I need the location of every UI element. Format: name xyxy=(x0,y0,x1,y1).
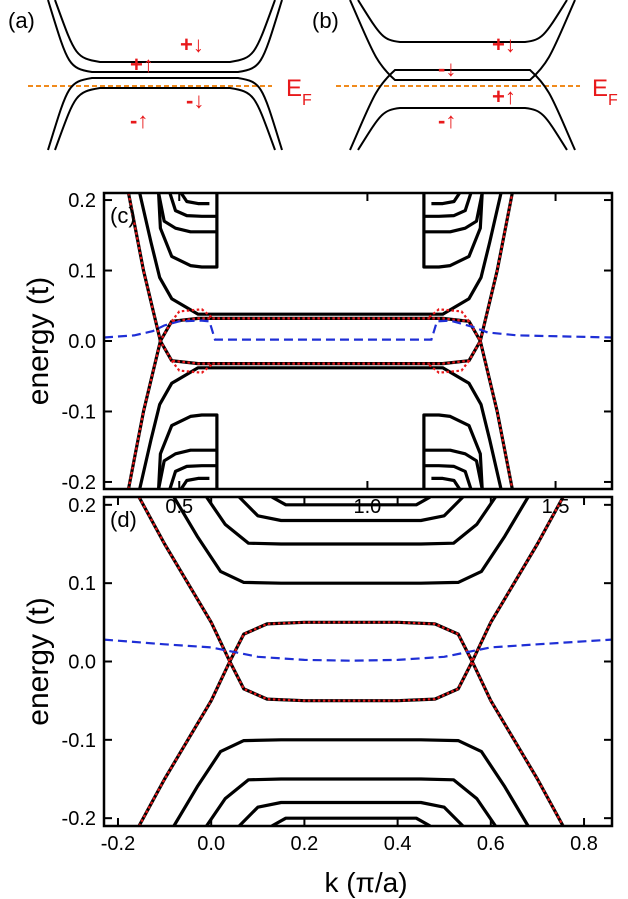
series-line-black-solid xyxy=(271,497,431,507)
plot-area xyxy=(104,193,612,489)
panel-label: (a) xyxy=(8,8,35,33)
series-line-black-solid xyxy=(422,193,484,269)
schematic-b: (b) E F +↓ -↓ +↑ -↑ xyxy=(312,0,618,151)
series-line-black-solid xyxy=(157,193,219,269)
series-line-black-solid xyxy=(126,316,514,489)
band-curve xyxy=(357,107,568,151)
y-axis-label: energy (t) xyxy=(22,597,55,725)
fermi-label: E xyxy=(286,75,302,102)
spin-label: +↓ xyxy=(492,32,516,57)
series-line-black-solid xyxy=(138,366,503,489)
spin-label: +↓ xyxy=(180,32,204,57)
panel-label: (d) xyxy=(110,507,137,532)
band-schematics: (a)E F+↓+↑-↓-↑(b)E F+↓-↓+↑-↑ xyxy=(8,0,618,151)
x-tick-label: 0.2 xyxy=(290,833,318,855)
band-curve xyxy=(357,0,568,43)
series-line-red-dotted xyxy=(138,497,565,702)
panel-c-chart: -0.2-0.10.00.10.20.5 1.0 1.5(c)energy (t) xyxy=(22,190,614,518)
fermi-subscript: F xyxy=(302,92,312,109)
spin-label: -↓ xyxy=(186,88,204,113)
x-tick-label: 0.0 xyxy=(197,833,225,855)
fermi-label: E xyxy=(592,75,608,102)
series-line-black-solid xyxy=(137,620,565,826)
spin-label: -↑ xyxy=(130,108,148,133)
fermi-subscript: F xyxy=(608,92,618,109)
series-line-black-solid xyxy=(431,476,461,489)
spin-label: -↓ xyxy=(438,56,456,81)
series-line-black-solid xyxy=(431,193,461,206)
y-tick-label: 0.1 xyxy=(68,261,96,283)
band-curve xyxy=(349,0,576,81)
series-line-black-solid xyxy=(179,476,210,489)
series-line-black-solid xyxy=(157,193,217,234)
band-curve xyxy=(54,0,276,63)
series-line-red-dotted xyxy=(426,308,470,322)
series-line-red-dotted xyxy=(170,308,214,322)
y-tick-label: -0.2 xyxy=(62,808,96,830)
series-line-black-solid xyxy=(423,448,484,489)
y-axis-label: energy (t) xyxy=(22,277,55,405)
series-line-black-solid xyxy=(157,413,219,489)
series-line-red-dotted xyxy=(138,621,565,826)
y-tick-label: -0.1 xyxy=(62,401,96,423)
band-curve xyxy=(47,77,283,151)
x-tick-label: 1.0 xyxy=(354,496,382,518)
x-tick-label: 0.6 xyxy=(477,833,505,855)
series-line-black-solid xyxy=(205,777,497,826)
series-line-blue-dashed xyxy=(104,319,612,341)
series-line-blue-dashed xyxy=(104,638,612,662)
x-axis-label: k (π/a) xyxy=(324,867,407,898)
x-tick-label: 1.5 xyxy=(542,496,570,518)
panel-label: (b) xyxy=(312,8,339,33)
series-line-black-solid xyxy=(157,448,217,489)
series-line-red-dotted xyxy=(127,193,514,365)
series-line-black-solid xyxy=(423,193,484,234)
spin-label: +↑ xyxy=(492,84,516,109)
y-tick-label: 0.2 xyxy=(68,495,96,517)
y-tick-label: 0.0 xyxy=(68,652,96,674)
series-line-black-solid xyxy=(126,193,514,366)
series-line-black-solid xyxy=(238,497,465,523)
y-tick-label: 0.1 xyxy=(68,573,96,595)
series-line-black-solid xyxy=(172,738,530,826)
series-line-black-solid xyxy=(423,193,473,218)
series-line-black-solid xyxy=(172,497,530,585)
series-line-black-solid xyxy=(168,464,217,489)
series-line-black-solid xyxy=(271,816,431,826)
band-curve xyxy=(349,69,576,151)
plot-frame xyxy=(102,191,614,491)
series-line-black-solid xyxy=(137,497,565,703)
y-tick-label: -0.1 xyxy=(62,730,96,752)
plot-area xyxy=(104,497,612,826)
series-line-red-dotted xyxy=(127,317,514,489)
x-tick-label: 0.8 xyxy=(570,833,598,855)
series-line-red-dotted xyxy=(426,360,470,374)
spin-label: -↑ xyxy=(438,108,456,133)
schematic-a: (a) E F +↓ +↑ -↓ -↑ xyxy=(8,0,312,151)
band-curve xyxy=(47,0,283,73)
series-line-black-solid xyxy=(238,800,465,826)
series-line-black-solid xyxy=(168,193,217,218)
x-tick-label: 0.4 xyxy=(384,833,412,855)
series-line-black-solid xyxy=(138,193,503,316)
spin-label: +↑ xyxy=(130,52,154,77)
series-line-black-solid xyxy=(205,497,497,546)
series-line-red-dotted xyxy=(170,360,214,374)
panel-label: (c) xyxy=(110,203,136,228)
series-line-black-solid xyxy=(179,193,210,206)
y-tick-label: 0.0 xyxy=(68,331,96,353)
x-tick-label: -0.2 xyxy=(101,833,135,855)
y-tick-label: -0.2 xyxy=(62,472,96,494)
band-curve xyxy=(54,87,276,151)
y-tick-label: 0.2 xyxy=(68,190,96,212)
series-line-black-solid xyxy=(423,464,473,489)
panel-d-chart: -0.2 -0.1 0.0 0.1 0.2 -0.2 0.0 0.2 0.4 0.6 0.8 (d) e… xyxy=(22,495,614,855)
series-line-black-solid xyxy=(422,413,484,489)
